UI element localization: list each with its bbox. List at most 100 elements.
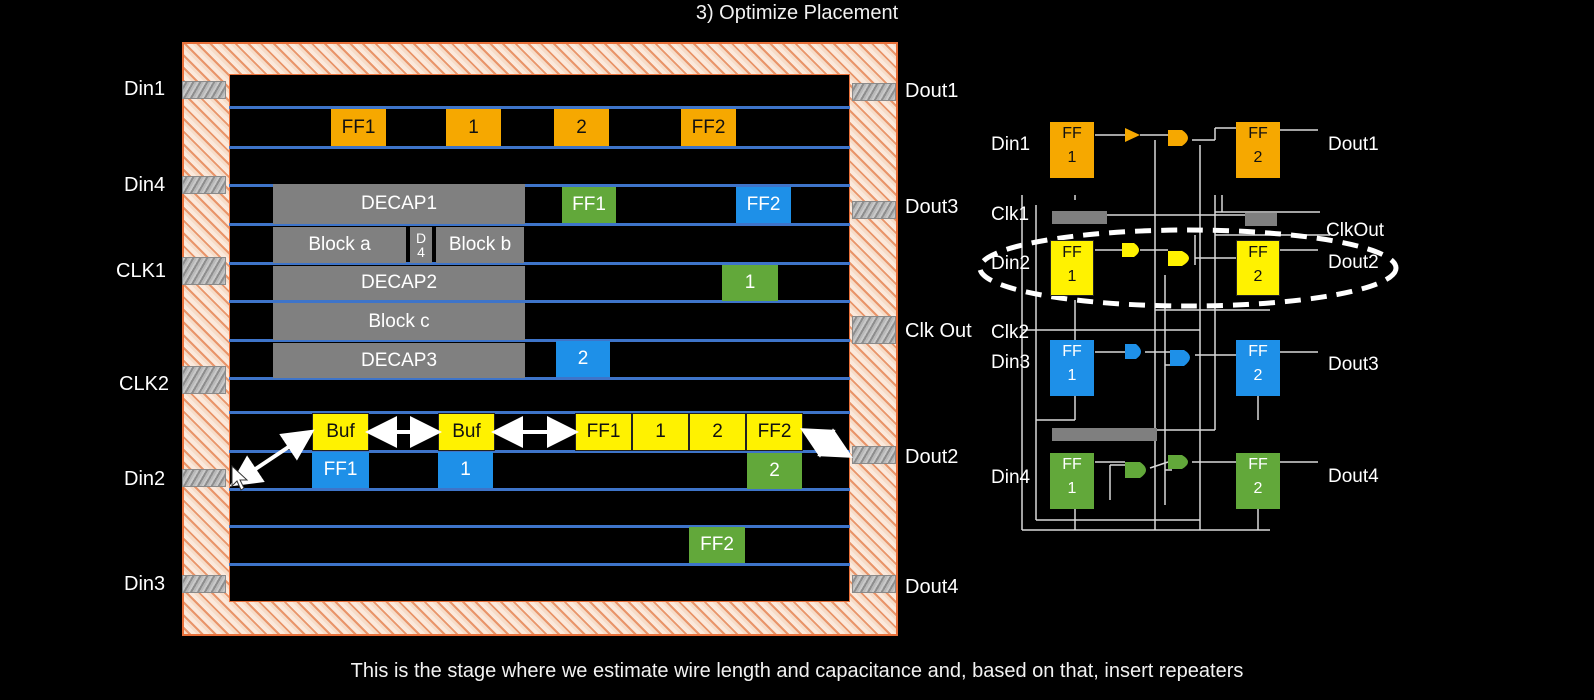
decap1-block: DECAP1 xyxy=(273,184,525,224)
arrow-din2-to-buf xyxy=(229,429,315,487)
clk-buffer-3 xyxy=(1052,428,1157,441)
arrow-ff2-to-dout2 xyxy=(800,428,853,458)
schem-ff-din1-1: FF 1 xyxy=(1050,122,1094,178)
schem-ff-din4-2: FF 2 xyxy=(1236,453,1280,509)
ff-index-label: 2 xyxy=(1253,149,1263,166)
ff-index-label: 1 xyxy=(1067,480,1077,497)
ff-index-label: 1 xyxy=(1067,268,1077,285)
placement-row xyxy=(229,450,850,453)
schem-label-clk2: Clk2 xyxy=(991,322,1030,343)
decap3-block: DECAP3 xyxy=(273,343,525,378)
clk-buffer-2 xyxy=(1245,213,1277,226)
ff-type-label: FF xyxy=(1062,125,1082,142)
pin-label-dout3: Dout3 xyxy=(905,196,959,218)
highlight-ellipse xyxy=(977,227,1399,309)
placement-row xyxy=(229,411,850,414)
pin-label-din4: Din4 xyxy=(124,174,166,196)
yellow-and-gate xyxy=(1168,251,1189,266)
ff-type-label: FF xyxy=(1062,343,1082,360)
orange-buffer-gate xyxy=(1125,128,1140,142)
schem-ff-din1-2: FF 2 xyxy=(1236,122,1280,178)
placement-row xyxy=(229,377,850,380)
pad-clk2 xyxy=(182,366,226,394)
ff-type-label: FF xyxy=(1062,456,1082,473)
green-and-gate-2 xyxy=(1168,455,1188,469)
pad-clkout xyxy=(852,316,896,344)
yellow-2-cell: 2 xyxy=(689,413,746,451)
blue-1-cell: 1 xyxy=(438,452,493,488)
schem-ff-din3-2: FF 2 xyxy=(1236,340,1280,396)
pad-dout4 xyxy=(852,575,896,593)
d4-block-number: 4 xyxy=(417,244,425,260)
schem-ff-din3-1: FF 1 xyxy=(1050,340,1094,396)
block-b: Block b xyxy=(436,227,524,263)
placement-row xyxy=(229,106,850,109)
ff-type-label: FF xyxy=(1062,244,1082,261)
orange-1-cell: 1 xyxy=(446,109,501,146)
d4-block-letter: D xyxy=(415,230,427,246)
placement-row xyxy=(229,488,850,491)
orange-ff1-cell: FF1 xyxy=(331,109,386,146)
yellow-1-cell: 1 xyxy=(632,413,689,451)
schem-label-dout4: Dout4 xyxy=(1328,466,1379,487)
block-a: Block a xyxy=(273,227,406,263)
decap2-block: DECAP2 xyxy=(273,266,525,300)
yellow-ff2-cell: FF2 xyxy=(746,413,803,451)
pin-label-clk2: CLK2 xyxy=(119,373,170,395)
ff-type-label: FF xyxy=(1248,125,1268,142)
pad-din1 xyxy=(182,81,226,99)
schem-label-clk1: Clk1 xyxy=(991,204,1030,225)
schem-ff-din2-2: FF 2 xyxy=(1236,240,1280,296)
green-and-gate-1 xyxy=(1125,462,1146,478)
pin-label-dout2: Dout2 xyxy=(905,446,959,468)
schem-label-clkout: ClkOut xyxy=(1326,220,1385,241)
placement-row xyxy=(229,262,850,265)
blue-buffer-gate xyxy=(1125,344,1141,359)
pin-label-clkout: Clk Out xyxy=(905,320,972,342)
slide-caption: This is the stage where we estimate wire… xyxy=(350,660,1244,682)
green-ff2-cell: FF2 xyxy=(689,527,745,563)
placement-row xyxy=(229,300,850,303)
schem-label-dout1: Dout1 xyxy=(1328,134,1379,155)
orange-and-gate xyxy=(1168,130,1188,146)
pin-label-clk1: CLK1 xyxy=(116,260,167,282)
clk-buffer-1 xyxy=(1052,211,1107,224)
placement-row xyxy=(229,563,850,566)
ff-type-label: FF xyxy=(1248,343,1268,360)
pad-clk1 xyxy=(182,257,226,285)
block-c: Block c xyxy=(273,303,525,340)
slide-title: 3) Optimize Placement xyxy=(695,2,899,24)
pad-dout1 xyxy=(852,83,896,101)
pad-din4 xyxy=(182,176,226,194)
pad-dout3 xyxy=(852,201,896,219)
placement-row xyxy=(229,184,850,187)
schem-ff-din2-1: FF 1 xyxy=(1050,240,1094,296)
pad-din3 xyxy=(182,575,226,593)
schem-label-din2: Din2 xyxy=(991,253,1031,274)
pin-label-dout4: Dout4 xyxy=(905,576,959,598)
pin-label-din3: Din3 xyxy=(124,573,166,595)
ff-type-label: FF xyxy=(1248,456,1268,473)
green-ff1-cell: FF1 xyxy=(562,187,616,223)
pad-din2 xyxy=(182,469,226,487)
schem-label-dout3: Dout3 xyxy=(1328,354,1379,375)
ff-index-label: 2 xyxy=(1253,367,1263,384)
mouse-cursor-icon xyxy=(231,464,249,491)
schem-label-din3: Din3 xyxy=(991,352,1031,373)
ff-type-label: FF xyxy=(1248,244,1268,261)
blue-and-gate xyxy=(1170,350,1190,366)
pin-label-dout1: Dout1 xyxy=(905,80,959,102)
placement-row xyxy=(229,339,850,342)
orange-ff2-cell: FF2 xyxy=(681,109,736,146)
green-2-cell: 2 xyxy=(747,453,802,489)
pin-label-din1: Din1 xyxy=(124,78,166,100)
schem-ff-din4-1: FF 1 xyxy=(1050,453,1094,509)
yellow-ff1-cell: FF1 xyxy=(575,413,632,451)
ff-index-label: 2 xyxy=(1253,268,1263,285)
placement-row xyxy=(229,223,850,226)
blue-ff1-cell: FF1 xyxy=(312,452,369,488)
ff-index-label: 2 xyxy=(1253,480,1263,497)
